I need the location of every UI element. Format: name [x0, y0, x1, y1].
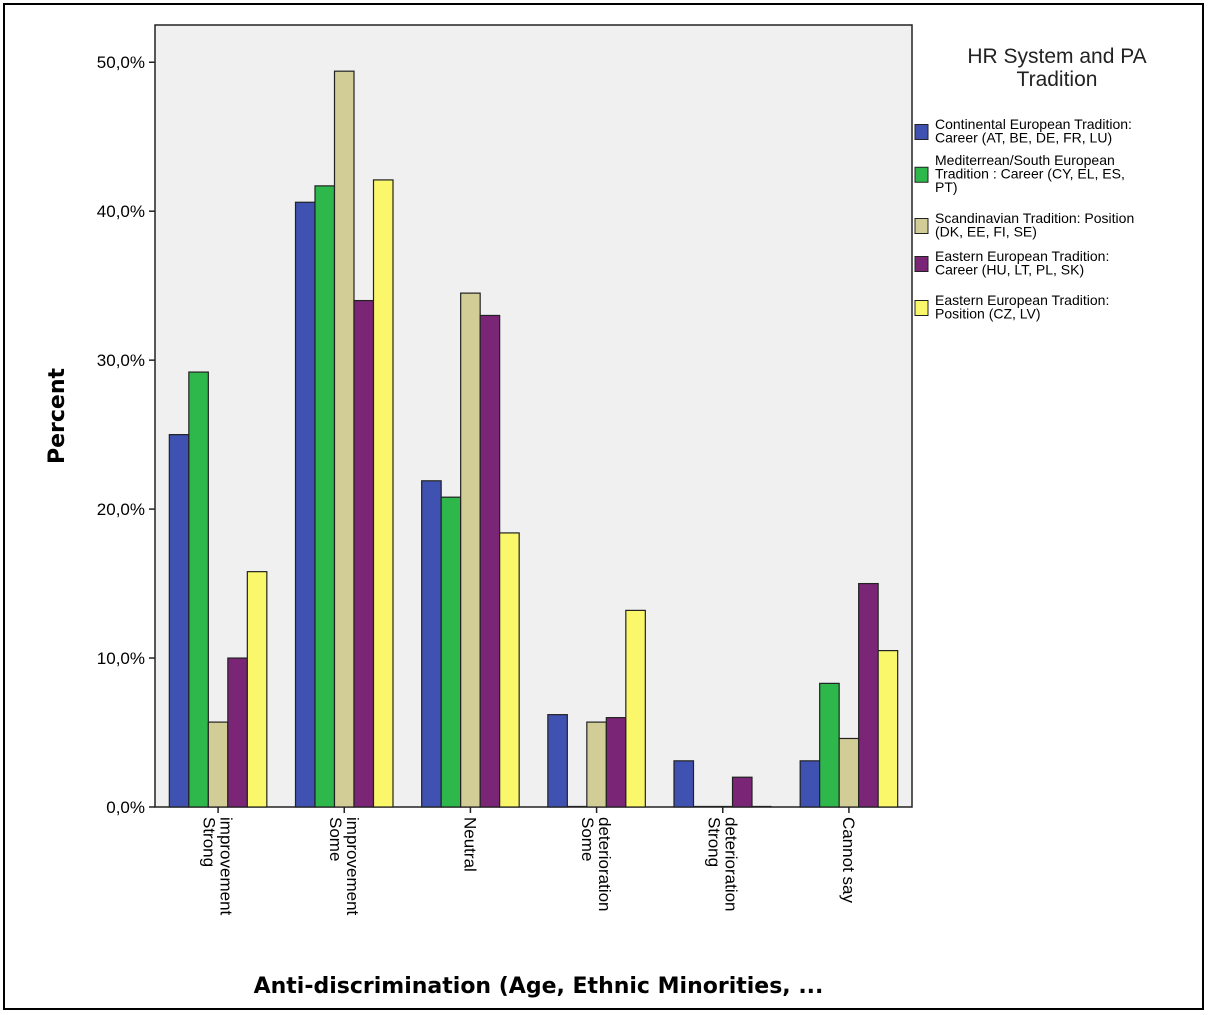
y-tick-label: 10,0%	[97, 649, 145, 668]
bar	[858, 582, 879, 808]
bar	[673, 760, 695, 808]
bar	[314, 185, 336, 808]
chart-frame: 0,0% 10,0% 20,0% 30,0% 40,0% 50,0% Percent Stro…	[3, 3, 1204, 1010]
y-tick-label: 0,0%	[106, 798, 145, 817]
legend-swatch	[914, 300, 929, 316]
y-axis-label: Percent	[45, 368, 70, 465]
bar	[333, 70, 355, 808]
y-tick-label: 30,0%	[97, 351, 145, 370]
legend-entry-label: Continental European Tradition: Career (A…	[935, 116, 1132, 146]
legend-swatch	[914, 124, 929, 140]
x-tick-label: Neutral	[460, 817, 479, 872]
x-tick-label: Strongdeterioration	[704, 817, 740, 912]
bar	[877, 649, 899, 808]
bar	[207, 721, 229, 808]
bar	[353, 299, 375, 808]
y-tick-label: 50,0%	[97, 53, 145, 72]
x-axis-label: Anti-discrimination (Age, Ethnic Minorit…	[254, 974, 824, 999]
legend-swatch	[914, 218, 929, 234]
legend-entry-label: Mediterrean/South European Tradition : Ca…	[935, 152, 1125, 195]
bar	[586, 721, 607, 808]
legend-swatch	[914, 166, 929, 183]
legend-entry-label: Eastern European Tradition: Career (HU, L…	[935, 248, 1109, 278]
bar	[731, 776, 753, 808]
bar	[168, 434, 190, 808]
bar	[479, 314, 501, 808]
bar	[372, 179, 394, 808]
plot-area	[154, 24, 913, 808]
bar-chart: 0,0% 10,0% 20,0% 30,0% 40,0% 50,0% Percent Stro…	[45, 24, 1147, 999]
x-tick-label: Someimprovement	[326, 817, 362, 916]
legend-title: HR System and PA Tradition	[967, 45, 1146, 91]
bar	[499, 532, 520, 808]
bar	[246, 571, 268, 808]
bar	[421, 480, 442, 808]
bar	[838, 737, 860, 808]
legend-swatch	[914, 256, 929, 272]
bar	[819, 682, 840, 808]
legend-entry-label: Scandinavian Tradition: Position (DK, EE,…	[935, 210, 1134, 240]
bar	[294, 201, 316, 808]
x-tick-label: Strongimprovement	[200, 817, 236, 916]
bar	[227, 657, 248, 808]
bar	[625, 609, 646, 808]
bar	[460, 292, 481, 808]
bar	[188, 371, 209, 808]
x-tick-label: Somedeterioration	[578, 817, 614, 912]
bar	[605, 717, 627, 808]
bar	[440, 496, 462, 808]
legend-entry-label: Eastern European Tradition: Position (CZ,…	[935, 292, 1109, 322]
y-tick-label: 20,0%	[97, 500, 145, 519]
bar	[799, 760, 821, 808]
y-tick-label: 40,0%	[97, 202, 145, 221]
bar	[547, 714, 568, 808]
x-tick-label: Cannot say	[839, 817, 858, 903]
